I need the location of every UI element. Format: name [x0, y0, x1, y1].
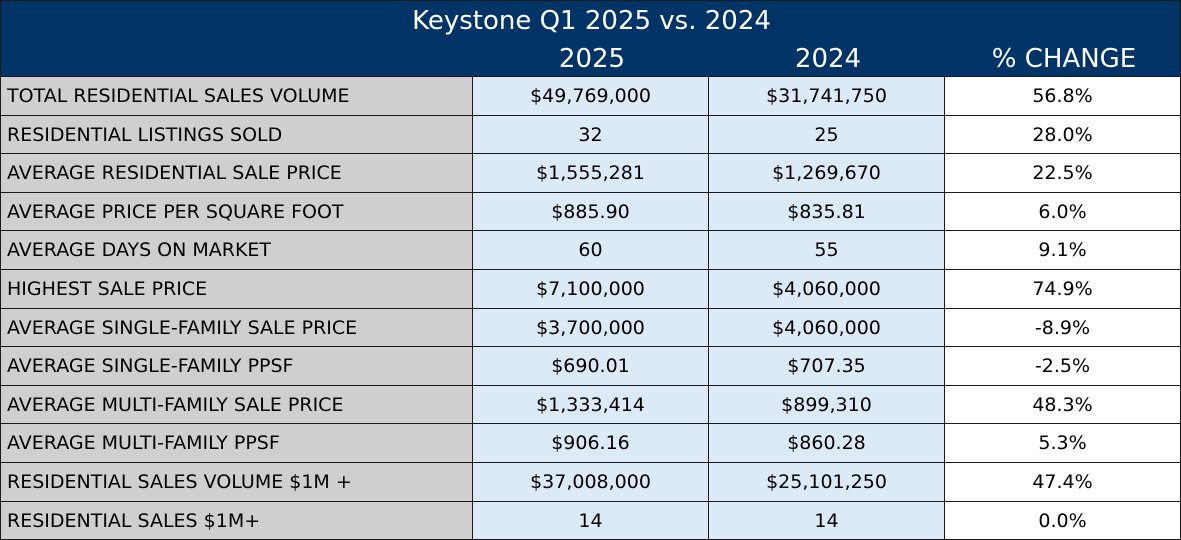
- value-2024: $25,101,250: [709, 463, 945, 502]
- value-2025: $906.16: [473, 424, 709, 463]
- column-header-change: % CHANGE: [991, 44, 1137, 74]
- row-label: AVERAGE SINGLE-FAMILY PPSF: [0, 347, 473, 386]
- value-change: 6.0%: [945, 193, 1181, 231]
- table-row: RESIDENTIAL LISTINGS SOLD 32 25 28.0%: [0, 116, 1181, 154]
- table-title: Keystone Q1 2025 vs. 2024: [412, 6, 771, 36]
- value-2024: $1,269,670: [709, 154, 945, 193]
- column-header-2025: 2025: [558, 44, 626, 74]
- table-row: AVERAGE RESIDENTIAL SALE PRICE $1,555,281…: [0, 154, 1181, 193]
- table-row: AVERAGE SINGLE-FAMILY SALE PRICE $3,700,0…: [0, 309, 1181, 347]
- value-2025: $49,769,000: [473, 77, 709, 116]
- table-row: AVERAGE MULTI-FAMILY PPSF $906.16 $860.28 5…: [0, 424, 1181, 463]
- table-row: AVERAGE DAYS ON MARKET 60 55 9.1%: [0, 231, 1181, 270]
- value-2025: $690.01: [473, 347, 709, 386]
- row-label: AVERAGE MULTI-FAMILY SALE PRICE: [0, 386, 473, 424]
- value-2024: $4,060,000: [709, 309, 945, 347]
- value-2025: $3,700,000: [473, 309, 709, 347]
- value-2025: $37,008,000: [473, 463, 709, 502]
- row-label: AVERAGE DAYS ON MARKET: [0, 231, 473, 270]
- value-2025: 14: [473, 502, 709, 540]
- row-label: AVERAGE SINGLE-FAMILY SALE PRICE: [0, 309, 473, 347]
- value-2025: $1,555,281: [473, 154, 709, 193]
- value-2024: 55: [709, 231, 945, 270]
- value-2025: $7,100,000: [473, 270, 709, 309]
- value-change: 9.1%: [945, 231, 1181, 270]
- value-change: 56.8%: [945, 77, 1181, 116]
- value-change: 5.3%: [945, 424, 1181, 463]
- row-label: AVERAGE MULTI-FAMILY PPSF: [0, 424, 473, 463]
- value-change: 74.9%: [945, 270, 1181, 309]
- table-row: AVERAGE MULTI-FAMILY SALE PRICE $1,333,41…: [0, 386, 1181, 424]
- table-header: Keystone Q1 2025 vs. 2024 2025 2024 % CH…: [0, 0, 1181, 77]
- value-change: 22.5%: [945, 154, 1181, 193]
- value-change: 47.4%: [945, 463, 1181, 502]
- row-label: RESIDENTIAL SALES $1M+: [0, 502, 473, 540]
- column-header-2024: 2024: [794, 44, 862, 74]
- row-label: AVERAGE PRICE PER SQUARE FOOT: [0, 193, 473, 231]
- value-2024: 14: [709, 502, 945, 540]
- value-2025: $885.90: [473, 193, 709, 231]
- value-2025: 60: [473, 231, 709, 270]
- value-change: -8.9%: [945, 309, 1181, 347]
- value-change: -2.5%: [945, 347, 1181, 386]
- value-2024: $899,310: [709, 386, 945, 424]
- value-2024: $860.28: [709, 424, 945, 463]
- table-row: RESIDENTIAL SALES VOLUME $1M + $37,008,00…: [0, 463, 1181, 502]
- table-row: TOTAL RESIDENTIAL SALES VOLUME $49,769,00…: [0, 77, 1181, 116]
- row-label: RESIDENTIAL LISTINGS SOLD: [0, 116, 473, 154]
- table-row: HIGHEST SALE PRICE $7,100,000 $4,060,000 74…: [0, 270, 1181, 309]
- row-label: TOTAL RESIDENTIAL SALES VOLUME: [0, 77, 473, 116]
- value-change: 48.3%: [945, 386, 1181, 424]
- value-2025: 32: [473, 116, 709, 154]
- value-2024: $707.35: [709, 347, 945, 386]
- table-row: AVERAGE SINGLE-FAMILY PPSF $690.01 $707.35…: [0, 347, 1181, 386]
- row-label: HIGHEST SALE PRICE: [0, 270, 473, 309]
- value-2024: $31,741,750: [709, 77, 945, 116]
- table-row: RESIDENTIAL SALES $1M+ 14 14 0.0%: [0, 502, 1181, 540]
- value-2024: $4,060,000: [709, 270, 945, 309]
- value-2024: 25: [709, 116, 945, 154]
- row-label: RESIDENTIAL SALES VOLUME $1M +: [0, 463, 473, 502]
- value-2024: $835.81: [709, 193, 945, 231]
- value-change: 0.0%: [945, 502, 1181, 540]
- row-label: AVERAGE RESIDENTIAL SALE PRICE: [0, 154, 473, 193]
- value-2025: $1,333,414: [473, 386, 709, 424]
- table-row: AVERAGE PRICE PER SQUARE FOOT $885.90 $835…: [0, 193, 1181, 231]
- value-change: 28.0%: [945, 116, 1181, 154]
